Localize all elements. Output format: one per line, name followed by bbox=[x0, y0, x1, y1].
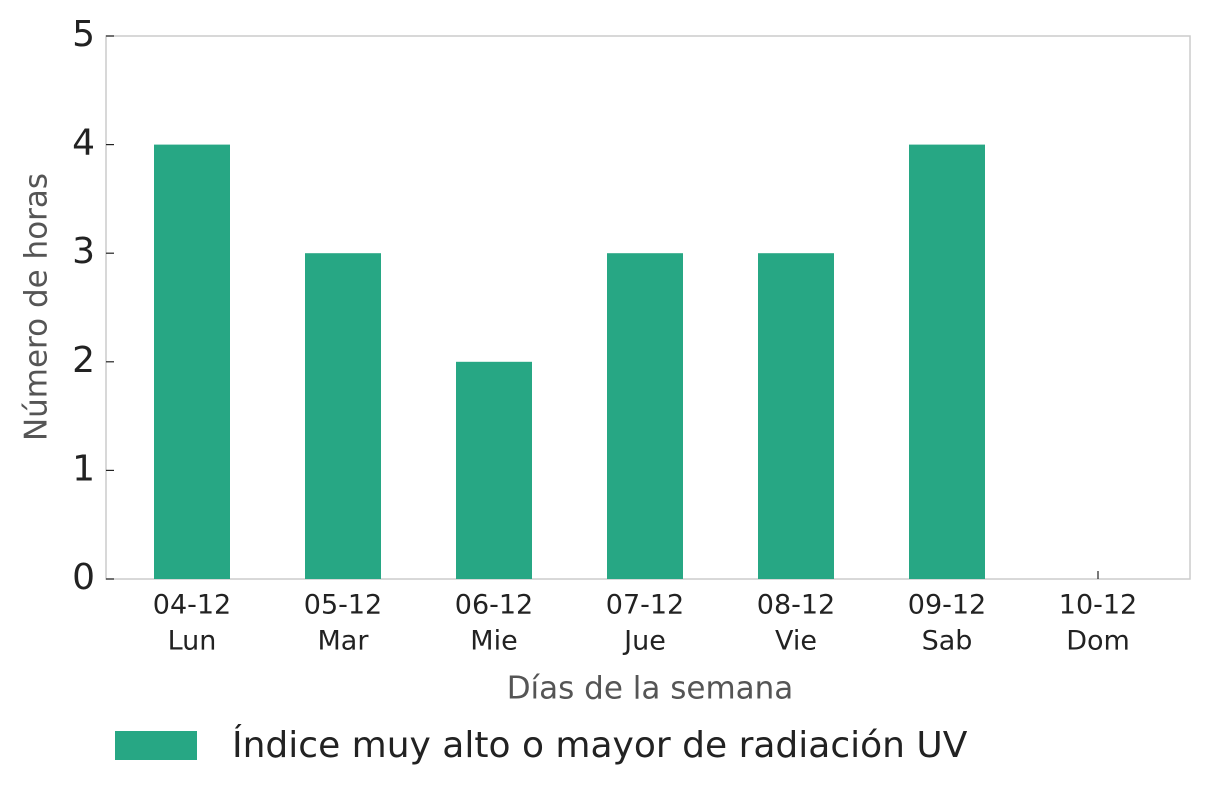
bar bbox=[909, 144, 985, 579]
x-tick-label: Mar bbox=[318, 626, 370, 657]
x-tick-label: 06-12 bbox=[455, 590, 533, 621]
x-axis-label: Días de la semana bbox=[507, 671, 794, 707]
x-tick-label: Sab bbox=[922, 626, 973, 657]
bar bbox=[758, 253, 834, 579]
x-tick-label: Dom bbox=[1066, 626, 1130, 657]
y-tick-label: 1 bbox=[72, 448, 95, 489]
y-tick-label: 4 bbox=[72, 123, 95, 164]
x-tick-label: Jue bbox=[622, 626, 666, 657]
y-axis-label: Número de horas bbox=[19, 173, 55, 441]
y-tick-label: 2 bbox=[72, 340, 95, 381]
x-tick-label: 10-12 bbox=[1059, 590, 1137, 621]
bar bbox=[305, 253, 381, 579]
x-tick-label: 04-12 bbox=[153, 590, 231, 621]
x-tick-label: 08-12 bbox=[757, 590, 835, 621]
bar bbox=[607, 253, 683, 579]
legend-label: Índice muy alto o mayor de radiación UV bbox=[232, 724, 968, 766]
x-tick-label: 07-12 bbox=[606, 590, 684, 621]
x-tick-label: 05-12 bbox=[304, 590, 382, 621]
bar bbox=[154, 144, 230, 579]
x-tick-label: Lun bbox=[168, 626, 217, 657]
y-tick-label: 3 bbox=[72, 231, 95, 272]
y-tick-label: 5 bbox=[72, 14, 95, 55]
x-tick-label: 09-12 bbox=[908, 590, 986, 621]
x-tick-label: Vie bbox=[775, 626, 817, 657]
x-tick-label: Mie bbox=[470, 626, 517, 657]
y-tick-label: 0 bbox=[72, 557, 95, 598]
bar bbox=[456, 361, 532, 579]
legend-swatch bbox=[115, 731, 197, 760]
